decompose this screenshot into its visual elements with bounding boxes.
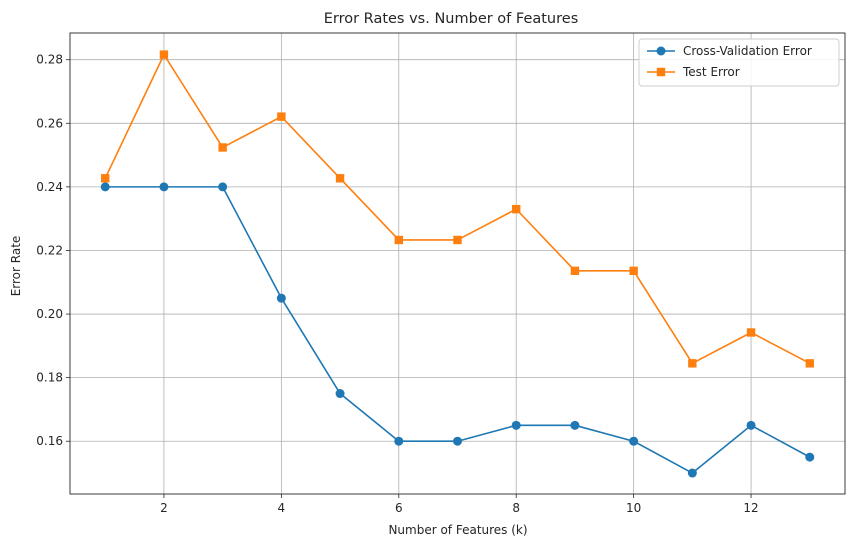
x-axis-ticks: 2 4 6 8 10 12 — [160, 494, 759, 515]
series-1-point — [159, 50, 169, 59]
series-0-point — [746, 420, 756, 430]
y-axis-ticks: 0.16 0.18 0.20 0.22 0.24 0.26 0.28 — [36, 53, 70, 448]
series-0-point — [100, 182, 110, 192]
legend: Cross-Validation Error Test Error — [638, 38, 840, 87]
x-tick-label: 10 — [626, 501, 641, 515]
plot-area-frame — [69, 32, 846, 495]
series-0-point — [159, 182, 169, 192]
series-1-point — [101, 174, 110, 183]
y-tick-label: 0.22 — [36, 243, 63, 257]
x-tick-label: 2 — [160, 501, 168, 515]
series-1-point — [512, 204, 521, 214]
series-1-point — [277, 112, 286, 121]
series-0-point — [218, 182, 228, 192]
series-line-1 — [104, 53, 811, 365]
legend-marker-1 — [656, 67, 666, 77]
x-tick-label: 4 — [278, 501, 286, 515]
series-1-point — [335, 174, 345, 183]
series-0-point — [335, 389, 345, 399]
series-1-point — [453, 235, 462, 245]
chart-title: Error Rates vs. Number of Features — [324, 11, 579, 27]
series-layer — [100, 50, 815, 478]
series-1-point — [570, 266, 580, 276]
y-tick-label: 0.20 — [36, 307, 63, 321]
x-axis-label: Number of Features (k) — [388, 523, 527, 537]
y-tick-label: 0.18 — [36, 371, 63, 385]
y-tick-label: 0.28 — [36, 53, 63, 67]
series-1-point — [688, 359, 697, 368]
series-1-point — [805, 359, 814, 368]
grid-lines — [70, 33, 845, 494]
legend-box — [638, 38, 840, 87]
x-tick-label: 12 — [743, 501, 758, 515]
series-0-point — [511, 420, 521, 430]
series-1-point — [746, 328, 756, 337]
series-0-point — [805, 452, 815, 462]
x-tick-label: 8 — [512, 501, 520, 515]
series-1-point — [629, 266, 638, 276]
y-tick-label: 0.26 — [36, 116, 63, 130]
y-tick-label: 0.24 — [36, 180, 63, 194]
series-1-point — [218, 143, 227, 152]
y-tick-label: 0.16 — [36, 434, 63, 448]
series-0-point — [687, 468, 697, 478]
series-1-point — [394, 235, 403, 245]
series-0-point — [629, 436, 639, 446]
series-0-point — [394, 436, 404, 446]
legend-label-0: Cross-Validation Error — [683, 44, 812, 58]
y-axis-label: Error Rate — [9, 236, 23, 297]
series-0-point — [570, 420, 580, 430]
legend-marker-0 — [656, 46, 666, 56]
x-tick-label: 6 — [395, 501, 403, 515]
series-line-0 — [105, 186, 811, 474]
legend-label-1: Test Error — [682, 65, 740, 79]
series-0-point — [276, 293, 286, 303]
series-0-point — [453, 436, 462, 446]
